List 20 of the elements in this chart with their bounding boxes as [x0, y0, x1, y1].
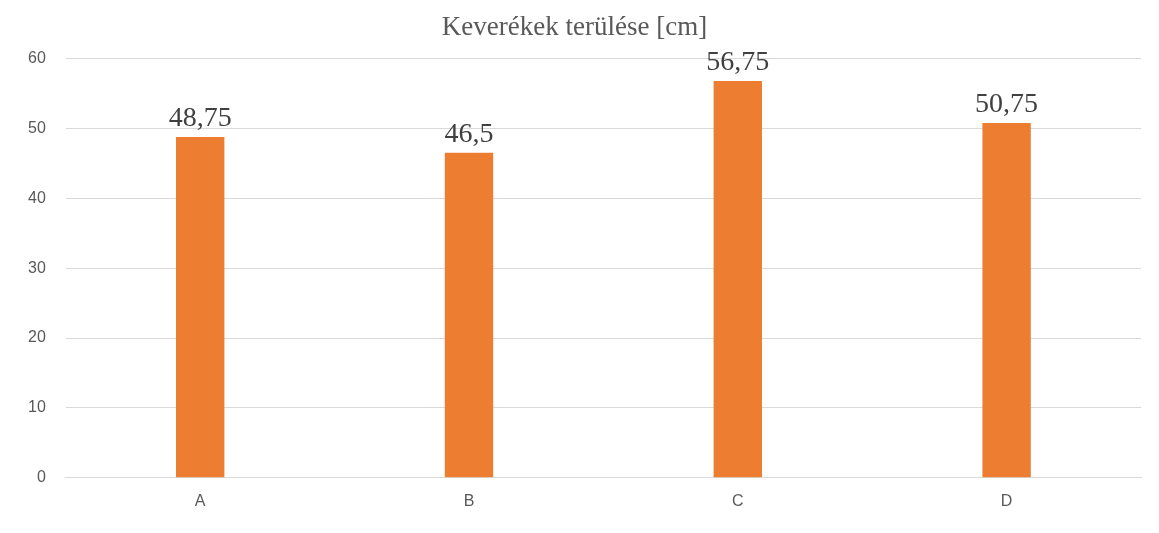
y-tick-label: 50: [28, 118, 46, 136]
y-tick-label: 60: [28, 48, 46, 66]
x-tick-label: A: [194, 491, 206, 509]
x-tick-label: C: [732, 491, 744, 509]
data-label: 46,5: [444, 117, 494, 149]
data-label: 50,75: [975, 87, 1039, 119]
chart-title: Keverékek terülése [cm]: [441, 11, 708, 42]
bar: [713, 81, 762, 478]
bar: [982, 123, 1031, 478]
x-tick-label: D: [1000, 491, 1013, 509]
data-label: 48,75: [168, 101, 232, 133]
y-tick-label: 20: [28, 328, 46, 346]
data-label: 56,75: [706, 45, 770, 77]
bar: [444, 152, 494, 478]
y-tick-label: 40: [28, 188, 46, 206]
y-tick-label: 0: [36, 468, 46, 486]
y-tick-label: 30: [28, 258, 46, 276]
x-tick-label: B: [463, 491, 475, 509]
y-tick-label: 10: [28, 398, 46, 416]
bar: [176, 137, 225, 478]
